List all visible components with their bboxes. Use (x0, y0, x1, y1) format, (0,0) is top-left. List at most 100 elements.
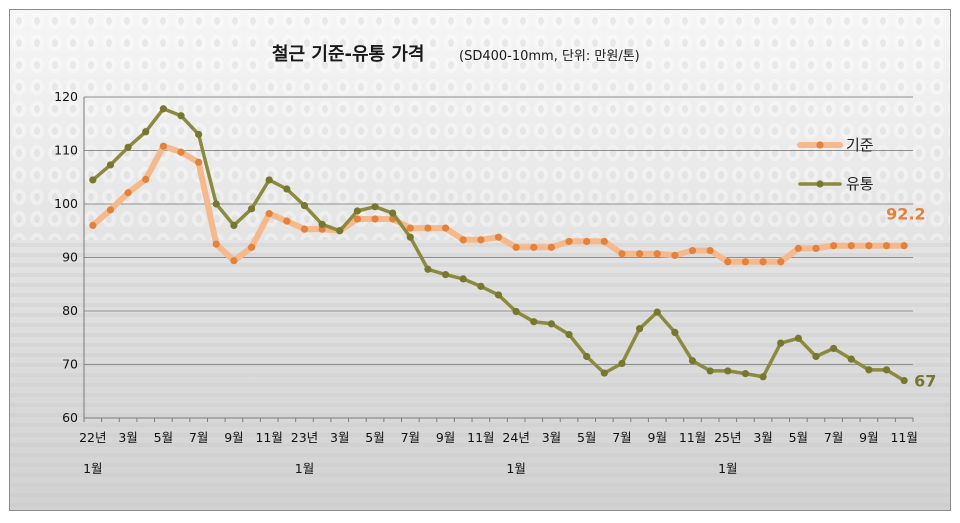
x-tick-label: 3월 (118, 430, 137, 445)
data-point (389, 209, 397, 217)
x-tick-label: 5월 (789, 430, 808, 445)
data-point (900, 242, 908, 250)
data-point (777, 258, 785, 266)
data-point (142, 175, 150, 183)
data-point (706, 246, 714, 255)
series-layer (89, 105, 908, 385)
data-point (353, 215, 361, 223)
data-point (265, 176, 273, 184)
x-tick-label: 9월 (224, 430, 243, 445)
data-point (830, 344, 838, 353)
data-point (159, 105, 167, 113)
data-point (565, 330, 573, 339)
x-tick-label: 24년 (502, 430, 529, 445)
data-point (794, 334, 802, 342)
data-point (865, 366, 873, 374)
data-point (671, 251, 679, 259)
gridlines (84, 96, 913, 365)
data-point (283, 185, 291, 193)
x-tick-label: 11월 (679, 430, 706, 445)
chart-svg: 철근 기준-유통 가격 (SD400-10mm, 단위: 만원/톤) 60 70 8… (54, 44, 936, 476)
x-tick-label: 9월 (648, 430, 667, 445)
legend-swatch-marker (816, 141, 824, 149)
x-tick-label-line2: 1월 (295, 461, 314, 476)
x-tick-label: 7월 (401, 430, 420, 445)
legend-label: 유통 (846, 175, 874, 193)
data-point (283, 217, 291, 225)
x-tick-label: 7월 (824, 430, 843, 445)
x-tick-label: 7월 (612, 430, 631, 445)
data-point (477, 236, 485, 244)
data-point (459, 236, 467, 244)
data-point (177, 112, 185, 120)
y-tick-label: 120 (54, 89, 78, 104)
data-point (724, 367, 732, 375)
y-tick-label: 100 (54, 196, 78, 211)
data-point (724, 258, 732, 266)
x-tick-label: 11월 (890, 430, 917, 445)
data-point (142, 128, 150, 136)
data-point (636, 325, 644, 333)
data-point (530, 243, 538, 251)
data-point (124, 143, 132, 151)
data-point (865, 242, 873, 250)
data-point (671, 328, 679, 336)
data-point (512, 243, 520, 251)
chart-background (10, 10, 950, 510)
data-point (494, 291, 503, 299)
x-tick-label: 5월 (577, 430, 596, 445)
data-point (759, 258, 767, 266)
data-point (300, 202, 309, 210)
data-point (212, 200, 220, 208)
chart-frame: 철근 기준-유통 가격 (SD400-10mm, 단위: 만원/톤) 60 70 8… (9, 9, 951, 511)
chart-title: 철근 기준-유통 가격 (272, 44, 424, 65)
data-point (441, 271, 450, 279)
data-point (195, 130, 203, 139)
data-point (706, 367, 714, 375)
data-point (247, 243, 256, 251)
data-point (159, 142, 167, 150)
data-point (688, 246, 697, 255)
data-point (547, 243, 556, 251)
x-tick-label-line2: 1월 (718, 461, 737, 476)
legend-swatch-marker (816, 180, 824, 188)
data-point (688, 357, 697, 365)
x-tick-label: 25년 (714, 430, 741, 445)
x-tick-label-line2: 1월 (506, 461, 525, 476)
data-point (336, 227, 344, 235)
data-point (89, 176, 97, 184)
x-tick-label-line2: 1월 (83, 461, 102, 476)
axes: 60 70 80 90 100 110 120 22년 1월 3월 5월 7월 9월 11월 23년 1월 3월… (54, 89, 918, 476)
x-tick-label: 22년 (79, 430, 106, 445)
end-value-label: 67 (914, 372, 936, 391)
x-tick-label: 3월 (330, 430, 349, 445)
y-tick-label: 70 (62, 357, 78, 372)
data-point (230, 221, 238, 229)
data-point (847, 355, 855, 363)
data-point (195, 158, 203, 166)
data-point (212, 240, 220, 248)
data-point (106, 206, 115, 214)
data-point (459, 275, 467, 283)
data-point (847, 242, 855, 250)
x-tick-label: 7월 (189, 430, 208, 445)
data-point (530, 318, 538, 326)
data-point (247, 205, 256, 213)
data-point (371, 215, 379, 223)
series-1 (89, 142, 908, 266)
data-point (583, 237, 591, 246)
x-tick-label: 9월 (436, 430, 455, 445)
data-point (300, 225, 309, 233)
data-point (812, 352, 820, 361)
data-point (777, 339, 785, 347)
x-tick-label: 11월 (255, 430, 282, 445)
data-point (406, 224, 414, 232)
data-point (547, 320, 556, 328)
data-point (653, 250, 661, 258)
end-value-label: 92.2 (886, 205, 925, 224)
y-tick-label: 110 (54, 143, 78, 158)
data-point (741, 258, 750, 266)
data-point (265, 210, 273, 218)
data-point (900, 376, 908, 385)
data-point (600, 369, 608, 377)
